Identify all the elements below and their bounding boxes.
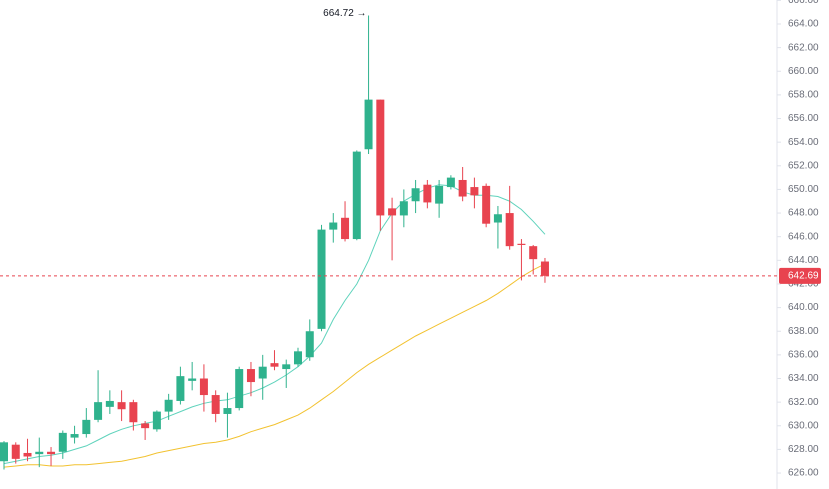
candle-body [141,423,150,429]
candle-body [470,187,479,196]
candle-body [188,378,197,381]
moving-average-line [3,184,546,465]
y-tick-label: 636.00 [788,350,819,361]
last-price-badge [779,267,821,284]
candle-body [317,229,326,329]
candle-body [423,184,432,203]
candle-body [341,217,350,240]
candle-body [352,151,361,240]
y-tick-label: 648.00 [788,208,819,219]
candle-body [129,402,138,423]
y-tick-label: 642.00 [788,279,819,290]
candle-body [82,419,91,435]
candle-body [11,444,20,459]
candle-body [270,363,279,367]
y-tick-label: 652.00 [788,160,819,171]
candle-body [376,99,385,216]
candle-body [94,402,103,420]
max-annotation: 664.72 → [323,8,366,19]
last-price-label: 642.69 [788,270,819,281]
candle-body [458,179,467,197]
y-tick-label: 658.00 [788,90,819,101]
candle-body [47,451,56,455]
candle-body [0,442,8,462]
candle-body [517,243,526,245]
candle-body [493,214,502,223]
candle-body [223,408,232,414]
candle-body [246,369,255,383]
candle-body [505,213,514,247]
candle-body [294,351,302,365]
candle-body [176,376,185,401]
y-tick-label: 656.00 [788,113,819,124]
candle-body [70,434,79,438]
y-tick-label: 654.00 [788,137,819,148]
y-tick-label: 650.00 [788,184,819,195]
candle-body [446,177,455,188]
candle-body [329,222,338,230]
y-tick-label: 640.00 [788,302,819,313]
candle-body [35,451,44,455]
y-tick-label: 662.00 [788,42,819,53]
y-tick-label: 626.00 [788,468,819,479]
candle-body [364,99,373,150]
moving-average-line [3,263,546,468]
candle-body [282,364,291,370]
candle-body [388,208,397,216]
candle-body [399,201,408,216]
candle-body [235,369,244,409]
y-tick-label: 630.00 [788,420,819,431]
y-tick-label: 638.00 [788,326,819,337]
candle-body [411,188,420,202]
y-tick-label: 644.00 [788,255,819,266]
candle-body [23,452,32,457]
candle-body [305,331,314,358]
candle-body [152,411,161,430]
candle-body [529,246,538,260]
y-tick-label: 666.00 [788,0,819,6]
y-tick-label: 664.00 [788,19,819,30]
y-tick-label: 628.00 [788,444,819,455]
candle-body [258,366,267,379]
candle-body [199,378,208,396]
candle-body [164,399,173,412]
y-tick-label: 634.00 [788,373,819,384]
y-tick-label: 660.00 [788,66,819,77]
candle-body [211,395,220,414]
candle-body [105,400,114,407]
y-tick-label: 632.00 [788,397,819,408]
candle-body [117,402,126,410]
candle-body [58,432,67,452]
candle-body [540,261,549,276]
candle-body [482,185,491,224]
candle-body [435,185,444,204]
y-tick-label: 646.00 [788,231,819,242]
